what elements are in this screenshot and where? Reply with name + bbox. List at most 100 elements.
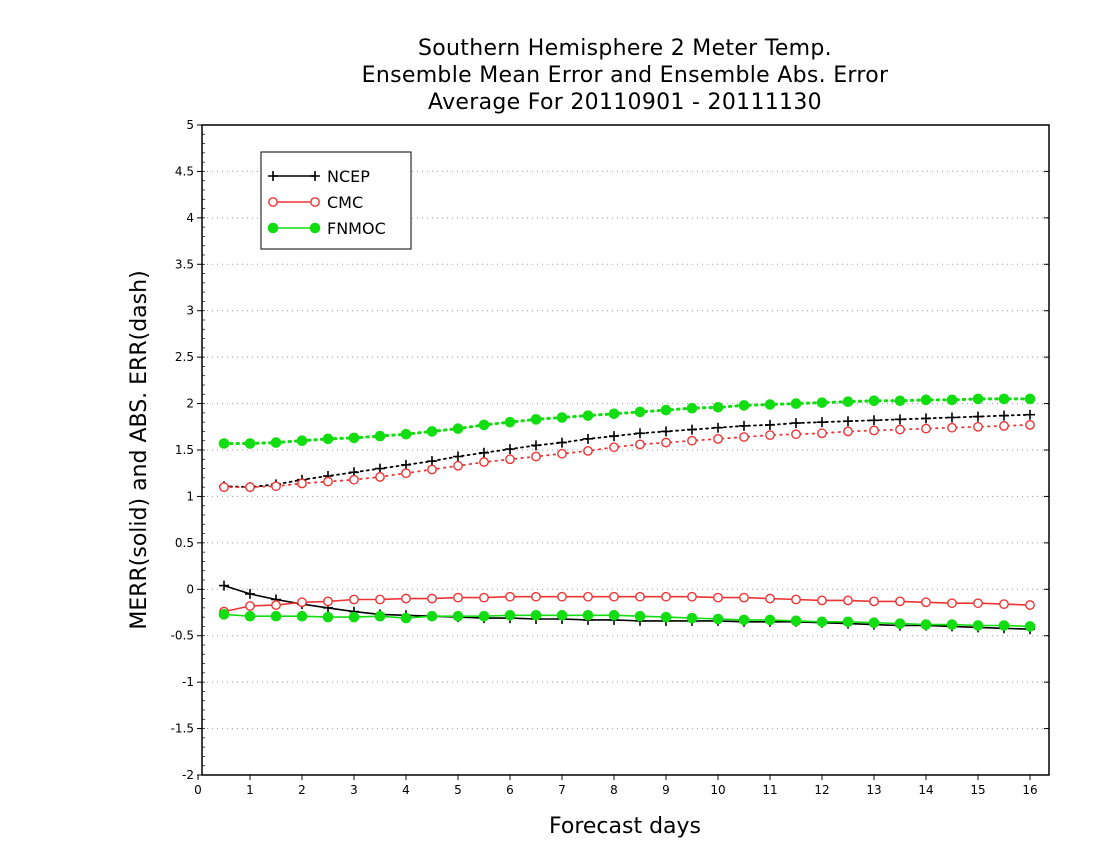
data-point-cmc-merr-27	[921, 597, 931, 608]
y-tick-label-0: -2	[182, 768, 194, 782]
y-tick-label-13: 4.5	[175, 164, 194, 178]
data-point-ncep-merr-1	[245, 588, 255, 599]
series-line-cmc-abs	[223, 424, 1031, 488]
legend-item-ncep: NCEP	[268, 167, 370, 186]
data-point-ncep-abs-7	[401, 459, 411, 470]
data-point-fnmoc-merr-17	[660, 611, 672, 623]
data-point-cmc-merr-8	[427, 593, 437, 604]
data-point-fnmoc-merr-11	[504, 609, 516, 621]
data-point-cmc-abs-6	[375, 472, 385, 482]
data-point-fnmoc-merr-16	[634, 610, 646, 622]
data-point-fnmoc-merr-1	[244, 610, 256, 622]
data-point-fnmoc-abs-15	[608, 408, 620, 420]
data-point-fnmoc-abs-20	[738, 400, 750, 411]
data-point-cmc-abs-9	[453, 460, 463, 471]
data-point-ncep-abs-19	[713, 422, 723, 433]
data-point-fnmoc-merr-9	[452, 610, 464, 622]
data-point-ncep-abs-15	[609, 431, 619, 442]
data-point-cmc-abs-24	[843, 426, 853, 437]
x-tick-label-5: 5	[454, 783, 462, 797]
data-point-fnmoc-abs-5	[348, 432, 360, 444]
y-tick-label-1: -1.5	[171, 722, 194, 736]
data-point-fnmoc-merr-3	[296, 610, 308, 622]
data-point-fnmoc-merr-23	[816, 616, 828, 628]
data-point-ncep-abs-9	[453, 451, 463, 462]
data-point-fnmoc-abs-6	[374, 430, 386, 442]
x-tick-label-1: 1	[246, 783, 254, 797]
data-point-fnmoc-abs-13	[556, 412, 568, 423]
data-point-fnmoc-merr-2	[270, 610, 282, 622]
x-tick-label-12: 12	[814, 783, 829, 797]
series-cmc-merr	[219, 591, 1035, 617]
data-point-fnmoc-merr-26	[894, 618, 906, 629]
data-point-cmc-merr-10	[479, 592, 489, 603]
legend-item-fnmoc: FNMOC	[267, 219, 386, 238]
legend-marker-right-fnmoc	[309, 222, 321, 234]
x-tick-label-4: 4	[402, 783, 410, 797]
y-tick-label-7: 1.5	[175, 443, 194, 457]
data-point-cmc-abs-4	[323, 476, 333, 487]
data-point-cmc-abs-10	[479, 457, 489, 467]
data-point-ncep-abs-23	[817, 417, 827, 428]
legend-marker-left-ncep	[268, 171, 278, 181]
legend-item-cmc: CMC	[268, 193, 363, 212]
series-cmc-abs	[219, 420, 1035, 493]
data-point-fnmoc-abs-25	[868, 395, 880, 407]
data-point-fnmoc-merr-22	[790, 615, 802, 627]
data-point-cmc-merr-17	[661, 591, 671, 602]
data-point-cmc-merr-21	[765, 593, 775, 604]
data-point-ncep-abs-14	[583, 433, 593, 444]
y-tick-label-3: -0.5	[171, 629, 194, 643]
data-point-fnmoc-abs-0	[218, 438, 230, 449]
data-point-ncep-abs-29	[973, 411, 983, 422]
data-point-ncep-abs-18	[687, 424, 697, 435]
data-point-cmc-abs-0	[219, 482, 229, 493]
data-point-ncep-abs-10	[479, 447, 489, 458]
legend-marker-left-fnmoc	[267, 222, 279, 234]
x-axis-title: Forecast days	[549, 814, 701, 839]
data-point-cmc-merr-3	[297, 597, 307, 608]
data-point-cmc-merr-12	[531, 591, 541, 602]
data-point-cmc-abs-28	[947, 422, 957, 433]
data-point-fnmoc-merr-20	[738, 614, 750, 626]
data-point-fnmoc-merr-25	[868, 617, 880, 629]
data-point-ncep-abs-16	[635, 428, 645, 439]
data-point-cmc-abs-13	[557, 448, 567, 459]
data-point-cmc-abs-19	[713, 433, 723, 444]
data-point-cmc-abs-18	[687, 435, 697, 446]
data-point-cmc-abs-29	[973, 421, 983, 432]
data-point-cmc-abs-22	[791, 429, 801, 440]
data-point-ncep-abs-12	[531, 440, 541, 451]
legend-box	[260, 151, 412, 250]
data-point-ncep-abs-20	[739, 420, 749, 431]
data-point-fnmoc-abs-7	[400, 428, 412, 440]
series-fnmoc-merr	[218, 609, 1036, 632]
data-point-cmc-merr-22	[791, 594, 801, 605]
y-tick-label-11: 3.5	[175, 257, 194, 271]
data-point-cmc-abs-26	[895, 424, 905, 435]
data-point-fnmoc-merr-30	[998, 620, 1010, 631]
data-point-cmc-merr-23	[817, 595, 827, 606]
data-point-ncep-abs-13	[557, 437, 567, 448]
data-point-cmc-merr-13	[557, 591, 567, 602]
data-point-fnmoc-abs-30	[998, 393, 1010, 405]
data-point-cmc-abs-31	[1025, 420, 1035, 430]
data-point-fnmoc-merr-27	[920, 619, 932, 630]
chart-title-line-3: Average For 20110901 - 20111130	[428, 90, 822, 115]
legend-label-cmc: CMC	[327, 193, 363, 212]
data-point-cmc-abs-30	[999, 420, 1009, 431]
data-point-fnmoc-abs-16	[634, 406, 646, 418]
x-tick-label-8: 8	[610, 783, 618, 797]
legend-label-ncep: NCEP	[327, 167, 370, 186]
legend-marker-right-cmc	[310, 197, 320, 207]
data-point-fnmoc-merr-0	[218, 609, 230, 620]
data-point-fnmoc-abs-18	[686, 402, 698, 414]
data-point-cmc-merr-25	[869, 596, 879, 607]
data-point-fnmoc-abs-28	[946, 394, 958, 406]
data-point-fnmoc-abs-10	[478, 419, 490, 431]
data-point-fnmoc-abs-29	[972, 393, 984, 405]
y-tick-label-14: 5	[186, 118, 194, 132]
data-point-cmc-merr-6	[375, 594, 385, 605]
series-line-cmc-merr	[223, 595, 1031, 613]
data-point-cmc-abs-14	[583, 446, 593, 456]
